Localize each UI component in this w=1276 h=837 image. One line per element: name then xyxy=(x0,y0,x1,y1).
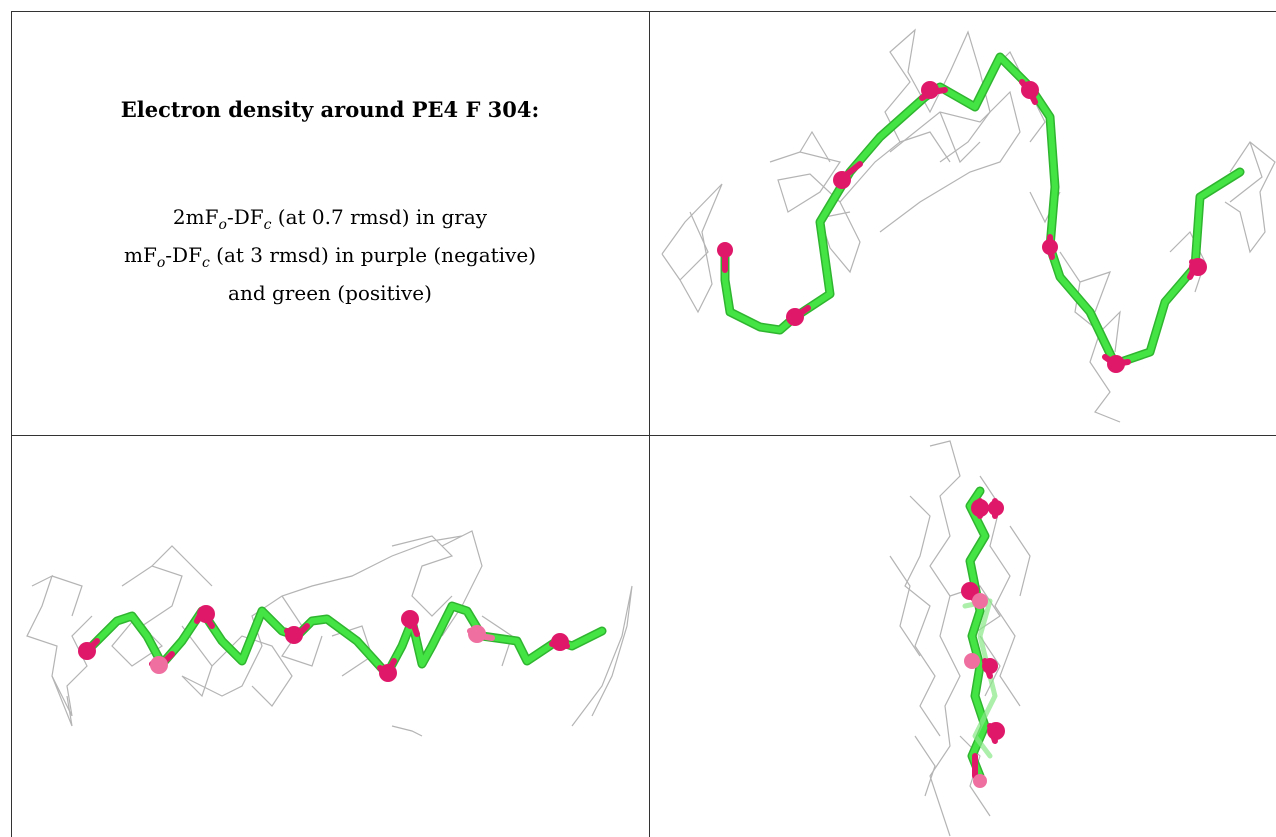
grid-line-top xyxy=(11,11,1276,12)
caption-title: Electron density around PE4 F 304: xyxy=(120,97,540,122)
caption-line2-part-a: mF xyxy=(124,243,157,267)
oxygen-atoms xyxy=(717,81,1207,373)
density-mesh xyxy=(26,530,633,737)
caption-line1-part-c: (at 0.7 rmsd) in gray xyxy=(271,205,488,229)
caption-line-2fo-fc: 2mFo-DFc (at 0.7 rmsd) in gray xyxy=(11,205,649,232)
caption-line2-sub-c: c xyxy=(201,255,210,271)
view-bottom-right xyxy=(650,436,1276,837)
view-bottom-left xyxy=(12,436,649,837)
density-mesh xyxy=(889,440,1031,837)
density-mesh xyxy=(661,28,1276,423)
view-top-right-svg xyxy=(661,28,1276,423)
grid-line-middle-vertical xyxy=(649,11,650,837)
grid-line-middle-horizontal xyxy=(11,435,1276,436)
caption-panel: Electron density around PE4 F 304: 2mFo-… xyxy=(11,11,649,435)
caption-line2-sub-o: o xyxy=(156,255,166,271)
figure-grid: Electron density around PE4 F 304: 2mFo-… xyxy=(11,11,1276,837)
caption-line1-part-a: 2mF xyxy=(172,205,219,229)
caption-line2-part-b: -DF xyxy=(165,243,202,267)
caption-line-fo-fc: mFo-DFc (at 3 rmsd) in purple (negative) xyxy=(11,243,649,270)
caption-line-positive: and green (positive) xyxy=(228,281,432,305)
view-bottom-right-svg xyxy=(889,440,1031,837)
caption-line1-part-b: -DF xyxy=(226,205,264,229)
view-top-right xyxy=(650,12,1276,435)
oxygen-atoms xyxy=(78,605,569,682)
caption-line1-sub-o: o xyxy=(218,217,227,233)
view-bottom-left-svg xyxy=(26,530,633,737)
grid-line-left xyxy=(11,11,12,837)
oxygen-atoms xyxy=(961,499,1005,788)
caption-line1-sub-c: c xyxy=(263,217,272,233)
caption-line2-part-c: (at 3 rmsd) in purple (negative) xyxy=(209,243,536,267)
